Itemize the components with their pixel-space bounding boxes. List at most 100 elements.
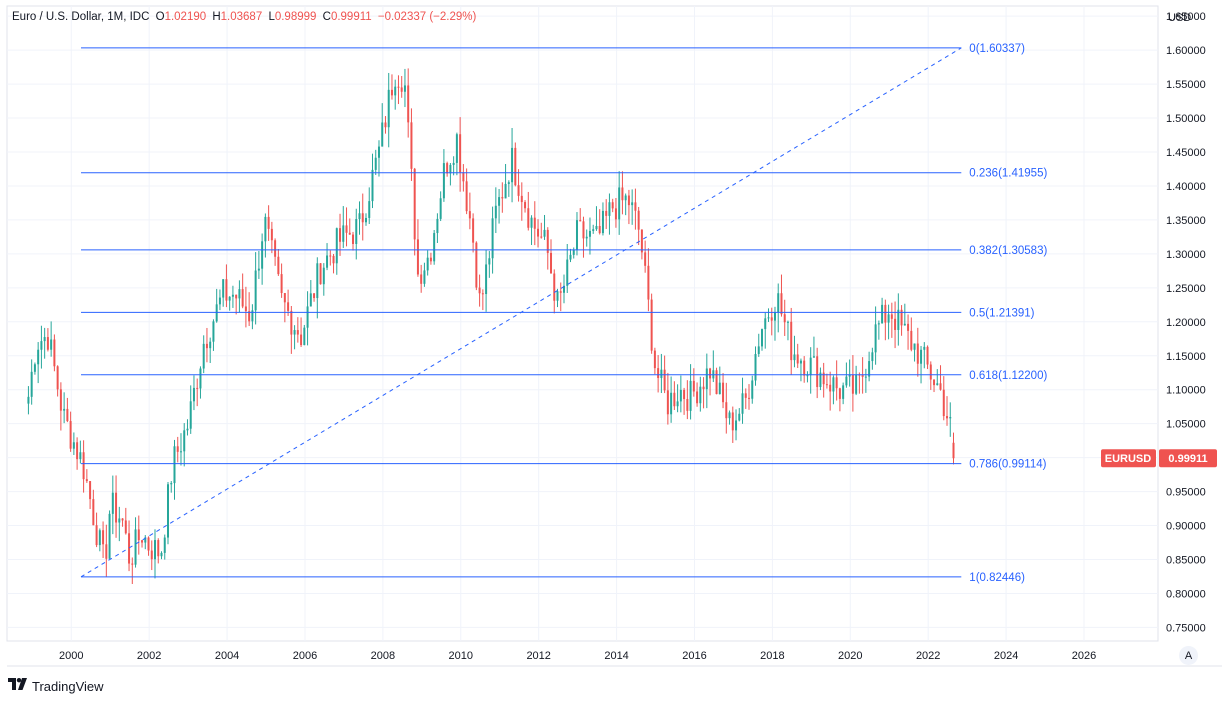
candle-body (293, 330, 296, 335)
candle-body (530, 217, 533, 228)
candle-body (644, 252, 647, 266)
candle-body (553, 273, 556, 301)
candle-body (812, 356, 815, 358)
x-tick-label: 2020 (838, 650, 862, 662)
legend-close: 0.99911 (330, 11, 372, 23)
candle-body (212, 321, 215, 342)
legend-low-key: L (268, 11, 275, 23)
candle-body (770, 317, 773, 321)
candle-body (624, 195, 627, 201)
candle-body (225, 279, 228, 301)
candle-body (270, 228, 273, 241)
candle-body (663, 369, 666, 391)
candle-body (144, 537, 147, 543)
y-tick-label: 1.10000 (1166, 385, 1206, 397)
symbol-tag: EURUSD (1105, 453, 1152, 465)
candle-body (95, 525, 98, 546)
y-tick-label: 1.45000 (1166, 147, 1206, 159)
y-tick-label: 0.80000 (1166, 588, 1206, 600)
candle-body (903, 323, 906, 326)
candle-body (611, 202, 614, 209)
candle-body (524, 202, 527, 209)
candle-body (416, 239, 419, 275)
candle-body (189, 401, 192, 429)
candle-body (462, 172, 465, 182)
candle-body (264, 216, 267, 242)
candle-body (436, 218, 439, 234)
y-tick-label: 0.95000 (1166, 487, 1206, 499)
candle-body (82, 452, 85, 480)
candle-body (725, 402, 728, 419)
candle-body (754, 354, 757, 381)
candle-body (287, 302, 290, 311)
candle-body (98, 530, 101, 546)
x-tick-label: 2018 (760, 650, 784, 662)
candle-body (76, 442, 79, 460)
candle-body (128, 533, 131, 564)
candle-body (56, 366, 59, 390)
candle-body (920, 349, 923, 364)
candle-body (352, 234, 355, 244)
y-tick-label: 1.30000 (1166, 249, 1206, 261)
candle-body (562, 285, 565, 293)
fib-level-label: 0.618(1.12200) (969, 370, 1047, 382)
candle-body (650, 299, 653, 351)
candle-body (949, 417, 952, 419)
candle-body (728, 412, 731, 419)
candle-body (277, 256, 280, 275)
candle-body (946, 416, 949, 419)
candle-body (423, 270, 426, 284)
candle-body (124, 520, 127, 534)
candle-body (205, 343, 208, 349)
candle-body (257, 268, 260, 271)
candle-body (53, 339, 56, 367)
candle-body (871, 352, 874, 362)
y-tick-label: 0.75000 (1166, 622, 1206, 634)
candle-body (192, 387, 195, 402)
candle-body (806, 375, 809, 377)
legend-symbol[interactable]: Euro / U.S. Dollar, 1M, IDC (12, 11, 150, 23)
candle-body (835, 377, 838, 389)
candle-body (309, 293, 312, 307)
brand-name: TradingView (32, 678, 104, 694)
candle-body (864, 376, 867, 378)
candle-body (63, 408, 66, 411)
candle-body (764, 318, 767, 330)
x-tick-label: 2004 (215, 650, 239, 662)
candle-body (621, 187, 624, 201)
y-tick-label: 1.35000 (1166, 215, 1206, 227)
candle-body (897, 309, 900, 330)
candle-body (429, 257, 432, 262)
candle-body (115, 492, 118, 523)
candle-body (361, 213, 364, 223)
candle-body (832, 377, 835, 392)
candle-body (339, 228, 342, 242)
candle-body (757, 346, 760, 355)
candle-body (43, 337, 46, 342)
candle-body (244, 306, 247, 312)
legend-change: −0.02337 (−2.29%) (377, 11, 477, 23)
x-tick-label: 2010 (449, 650, 473, 662)
candle-body (588, 230, 591, 237)
candle-body (283, 293, 286, 303)
candle-body (46, 337, 49, 350)
candle-body (640, 229, 643, 253)
candle-body (608, 202, 611, 216)
candle-body (235, 294, 238, 299)
plot-frame (6, 5, 1159, 642)
candle-body (913, 343, 916, 350)
x-tick-label: 2002 (137, 650, 161, 662)
brand-footer[interactable]: TradingView (8, 677, 104, 695)
candle-body (459, 134, 462, 173)
candle-body (446, 163, 449, 174)
candle-body (566, 259, 569, 286)
candle-body (735, 420, 738, 431)
candle-body (319, 263, 322, 285)
x-tick-label: 2026 (1072, 650, 1096, 662)
candle-body (251, 310, 254, 322)
auto-scale-button[interactable]: A (1179, 646, 1198, 665)
candle-body (546, 229, 549, 253)
candle-body (751, 380, 754, 399)
candle-body (326, 255, 329, 268)
